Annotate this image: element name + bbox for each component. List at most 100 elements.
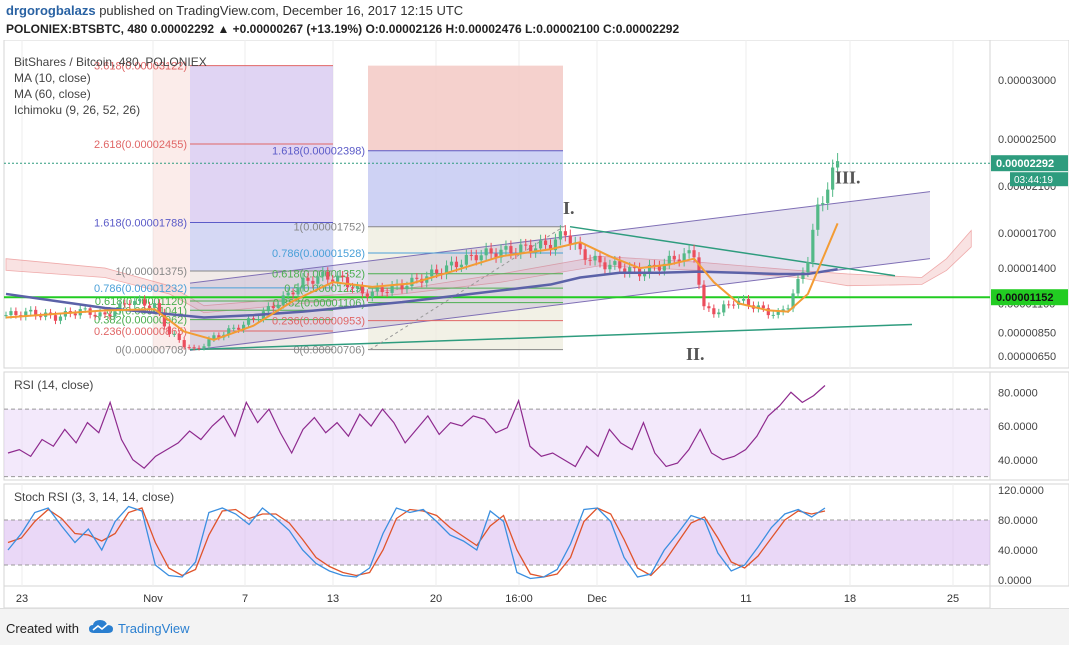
candle-body [464, 254, 468, 265]
candle-body [588, 259, 592, 261]
candle-body [370, 291, 374, 298]
candle-body [266, 306, 270, 312]
candle-body [598, 255, 602, 263]
fib-left-zone-mid [190, 222, 333, 272]
candle-body [113, 311, 117, 317]
countdown-badge [1010, 172, 1068, 187]
candle-body [583, 249, 587, 260]
candle-body [647, 264, 652, 274]
candle-body [667, 255, 671, 264]
price-tick-label: 0.00003000 [998, 75, 1056, 87]
candle-body [628, 267, 632, 273]
candle-body [138, 299, 142, 302]
candle-body [177, 333, 181, 341]
candle-body [459, 264, 463, 268]
candle-body [578, 242, 582, 250]
candle-body [321, 272, 325, 277]
fib-right-label: 0.786(0.00001528) [272, 248, 365, 260]
candle-body [53, 315, 58, 321]
publish-line: drgorogbalazs published on TradingView.c… [6, 3, 463, 18]
open-value: 0.00002126 [378, 22, 443, 36]
candle-body [642, 273, 647, 277]
channel-fill [190, 191, 930, 351]
candle-body [24, 311, 28, 317]
candle-body [548, 244, 553, 251]
candle-body [553, 239, 558, 251]
candle-body [152, 303, 157, 308]
x-tick-label: 16:00 [505, 593, 533, 605]
price-tick-label: 0.00001400 [998, 263, 1056, 275]
candle-body [98, 312, 102, 317]
open-label: O: [365, 22, 379, 36]
footer-bar: Created with TradingView [0, 608, 1069, 645]
last-price-label: 0.00002292 [996, 158, 1054, 170]
fib-left-label: 2.618(0.00002455) [94, 139, 187, 151]
candle-body [474, 255, 478, 261]
candle-body [172, 333, 176, 335]
candle-body [400, 283, 404, 290]
rsi-tick-label: 60.0000 [998, 421, 1038, 433]
fib-left-label: 0.382(0.00000962) [94, 315, 187, 327]
candle-body [454, 261, 459, 268]
main-price-axis[interactable] [989, 40, 1069, 369]
candle-body [143, 299, 147, 306]
fib-left-label: 1.618(0.00001788) [94, 217, 187, 229]
candle-body [563, 231, 567, 236]
x-tick-label: 7 [242, 593, 248, 605]
candle-body [133, 301, 137, 305]
candle-body [771, 314, 775, 316]
candle-body [821, 203, 825, 205]
rsi-price-axis[interactable] [989, 371, 1069, 481]
candle-body [489, 248, 493, 254]
price-tick-label: 0.00000650 [998, 351, 1056, 363]
candle-body [197, 347, 201, 349]
candle-body [286, 292, 290, 296]
candle-body [34, 309, 38, 317]
candle-body [741, 298, 746, 301]
legend-ichimoku: Ichimoku (9, 26, 52, 26) [14, 103, 140, 117]
x-tick-label: 13 [327, 593, 339, 605]
candle-body [365, 293, 369, 298]
fib-right-label: 0.236(0.00000953) [272, 316, 365, 328]
candle-body [281, 295, 285, 305]
fib-right-label: 1(0.00001752) [293, 222, 365, 234]
close-value: 0.00002292 [615, 22, 680, 36]
stoch-tick-label: 80.0000 [998, 515, 1038, 527]
chart-canvas[interactable]: 23 Nov 7 13 20 16:00 Dec 11 18 25 3.618(0.00003122… [0, 40, 1069, 608]
candle-body [9, 311, 13, 316]
close-label: C: [603, 22, 616, 36]
fib-right-zone-mid [368, 150, 563, 227]
stoch-tick-label: 40.0000 [998, 545, 1038, 557]
candle-body [519, 244, 523, 254]
candle-body [568, 235, 572, 245]
price-tick-label: 0.00001700 [998, 228, 1056, 240]
stoch-d-line [7, 507, 826, 578]
stoch-price-axis[interactable] [989, 483, 1069, 587]
candle-body [722, 304, 726, 313]
candle-body [212, 335, 216, 340]
candle-body [717, 312, 721, 315]
candle-body [484, 248, 488, 256]
support-price-label: 0.00001152 [996, 292, 1054, 304]
chart-header: drgorogbalazs published on TradingView.c… [0, 0, 1069, 40]
author-name[interactable]: drgorogbalazs [6, 3, 96, 18]
candle-body [712, 308, 716, 315]
candle-body [291, 292, 295, 295]
candle-body [58, 316, 63, 321]
time-axis[interactable] [3, 585, 991, 608]
candle-body [836, 161, 840, 168]
candle-body [826, 189, 830, 204]
candle-body [341, 275, 345, 278]
wave-label-ii: II. [686, 344, 705, 364]
candle-body [776, 311, 780, 315]
candle-body [806, 262, 810, 273]
stoch-k-line [7, 505, 826, 580]
stoch-tick-label: 120.0000 [998, 485, 1044, 497]
low-label: L: [524, 22, 537, 36]
tradingview-brand[interactable]: TradingView [118, 621, 190, 636]
legend-ma60: MA (60, close) [14, 87, 91, 101]
candle-body [14, 311, 18, 316]
fib-left-label: 0.236(0.00000865) [94, 326, 187, 338]
candle-body [187, 347, 191, 349]
candle-body [796, 279, 800, 294]
